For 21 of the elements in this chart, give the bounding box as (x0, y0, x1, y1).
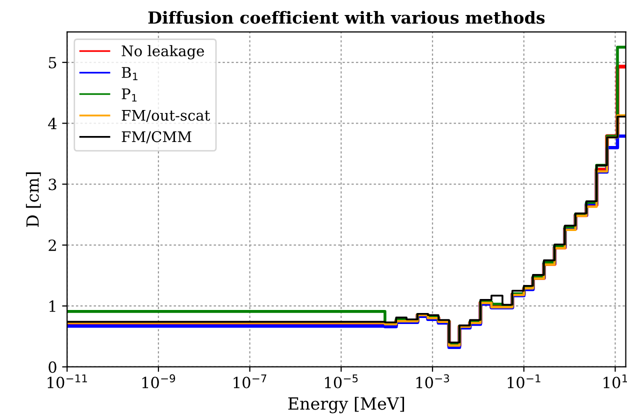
chart-title: Diffusion coefficient with various methods (148, 10, 545, 24)
x-axis-title: Energy [MeV] (288, 396, 404, 414)
legend-label: B$_{1}$ (122, 67, 138, 80)
legend-label: P$_{1}$ (122, 88, 137, 102)
y-tick-label: 2 (48, 240, 56, 251)
y-tick-label: 3 (48, 178, 56, 190)
x-tick-label: 10$^{−11}$ (48, 374, 87, 388)
y-tick-label: 5 (48, 57, 56, 68)
legend-label: FM/CMM (122, 131, 192, 144)
x-tick-label: 10$^{−9}$ (142, 374, 176, 388)
x-tick-label: 10$^{−7}$ (234, 374, 266, 388)
y-tick-label: 1 (50, 300, 56, 312)
y-tick-label: 4 (48, 118, 57, 130)
x-tick-label: 10$^{1}$ (604, 374, 627, 388)
y-tick-label: 0 (48, 361, 56, 373)
legend-label: No leakage (122, 45, 204, 60)
legend-label: FM/out-scat (122, 110, 210, 122)
x-tick-label: 10$^{−5}$ (325, 374, 358, 388)
y-axis-title: D [cm] (26, 172, 41, 227)
x-tick-label: 10$^{−3}$ (416, 374, 450, 388)
x-tick-label: 10$^{−1}$ (508, 374, 540, 388)
